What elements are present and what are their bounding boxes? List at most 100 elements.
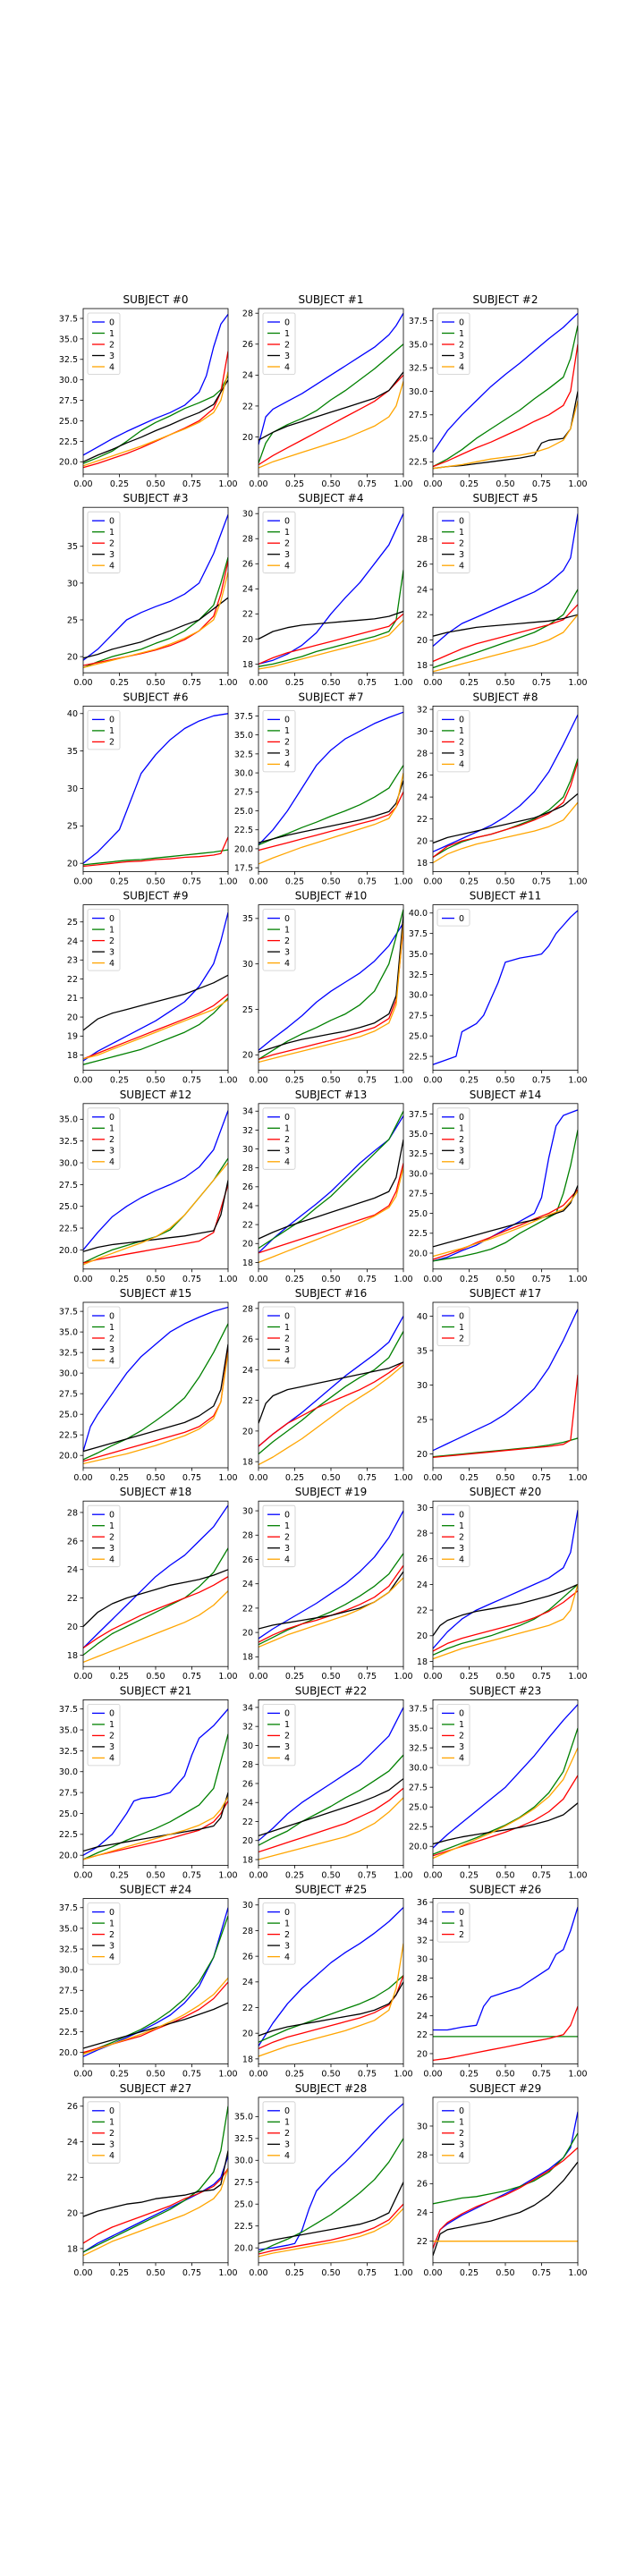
y-tick-label: 30 xyxy=(242,960,253,970)
x-tick-label: 0.50 xyxy=(146,1473,165,1483)
legend-label: 4 xyxy=(284,362,290,372)
y-tick-label: 30.0 xyxy=(409,387,428,397)
legend-box xyxy=(87,2101,121,2164)
x-tick-label: 0.75 xyxy=(358,678,377,688)
legend-label: 3 xyxy=(284,1147,290,1157)
y-tick-label: 25.0 xyxy=(409,1803,428,1813)
legend-label: 3 xyxy=(284,352,290,361)
x-tick-label: 0.75 xyxy=(532,1672,551,1682)
subplot-title: SUBJECT #5 xyxy=(473,492,538,504)
legend-label: 1 xyxy=(284,1720,290,1730)
legend-box xyxy=(87,1306,121,1368)
x-tick-label: 0.25 xyxy=(285,877,304,886)
series-line-1 xyxy=(258,765,403,846)
y-tick-label: 20.0 xyxy=(59,1452,78,1462)
legend-label: 0 xyxy=(109,1511,114,1521)
legend: 0 xyxy=(436,909,470,927)
subplot-title: SUBJECT #25 xyxy=(295,1884,368,1896)
series-line-2 xyxy=(433,761,578,859)
series-line-4 xyxy=(258,772,403,865)
y-tick-label: 18 xyxy=(417,661,428,671)
y-tick-label: 28 xyxy=(242,1531,253,1541)
x-tick-label: 0.50 xyxy=(321,2070,340,2080)
legend-label: 0 xyxy=(284,1511,290,1521)
y-tick-label: 30.0 xyxy=(234,768,253,778)
y-tick-label: 27.5 xyxy=(59,396,78,406)
y-tick-label: 24 xyxy=(417,585,428,595)
x-tick-label: 1.00 xyxy=(394,479,412,489)
y-tick-label: 35.0 xyxy=(409,1130,428,1140)
series-line-3 xyxy=(83,2002,228,2049)
x-tick-label: 0.25 xyxy=(110,1473,129,1483)
subplot-title: SUBJECT #19 xyxy=(295,1486,368,1498)
y-tick-label: 37.5 xyxy=(409,317,428,326)
y-tick-label: 20 xyxy=(242,1240,253,1250)
y-tick-label: 18 xyxy=(417,1657,428,1667)
x-tick-label: 0.25 xyxy=(460,877,479,886)
y-tick-label: 20.0 xyxy=(234,844,253,854)
legend-label: 3 xyxy=(284,2140,290,2150)
legend-label: 0 xyxy=(109,517,114,527)
x-tick-label: 0.50 xyxy=(321,1076,340,1086)
legend-label: 1 xyxy=(459,528,464,538)
x-tick-label: 0.50 xyxy=(321,678,340,688)
series-line-4 xyxy=(83,1977,228,2055)
y-tick-label: 32 xyxy=(242,1723,253,1733)
y-tick-label: 30 xyxy=(417,1955,428,1965)
y-tick-label: 28 xyxy=(417,535,428,545)
subplot-subject-0: SUBJECT #0 0.00 0.25 0.50 0.75 1.00 20.0 22.5 25… xyxy=(59,293,238,489)
y-tick-label: 20 xyxy=(242,1836,253,1846)
x-tick-label: 0.25 xyxy=(110,877,129,886)
y-tick-label: 20 xyxy=(67,860,78,869)
legend-label: 3 xyxy=(284,749,290,758)
x-tick-label: 0.25 xyxy=(110,2070,129,2080)
subplot-subject-27: SUBJECT #270.00 0.25 0.50 0.75 1.00182022242… xyxy=(67,2082,238,2278)
y-tick-label: 32.5 xyxy=(409,364,428,374)
series-line-0 xyxy=(83,1504,228,1648)
series-line-3 xyxy=(433,1802,578,1845)
subplot-subject-11: SUBJECT #11 0.00 0.25 0.50 0.75 1.00 22.5 25.0 2… xyxy=(409,890,588,1086)
y-tick-label: 35.0 xyxy=(59,1115,78,1125)
y-tick-label: 22 xyxy=(242,610,253,620)
legend-box xyxy=(436,1704,470,1767)
x-tick-label: 1.00 xyxy=(568,2070,587,2080)
y-tick-label: 20.0 xyxy=(409,1843,428,1852)
x-tick-label: 0.75 xyxy=(182,1076,201,1086)
y-tick-label: 35 xyxy=(417,1346,428,1356)
x-tick-label: 0.50 xyxy=(146,2070,165,2080)
legend-box xyxy=(87,710,121,750)
legend-box xyxy=(87,909,121,971)
series-line-4 xyxy=(83,572,228,669)
subplot-subject-5: SUBJECT #50.00 0.25 0.50 0.75 1.001820222426… xyxy=(417,492,588,688)
y-tick-label: 37.5 xyxy=(59,314,78,324)
series-line-4 xyxy=(258,1797,403,1860)
y-tick-label: 24 xyxy=(242,371,253,381)
y-tick-label: 22.5 xyxy=(59,437,78,447)
y-tick-label: 20 xyxy=(67,1013,78,1022)
x-tick-label: 0.00 xyxy=(423,479,442,489)
subplot-subject-1: SUBJECT #10.00 0.25 0.50 0.75 1.002022242628… xyxy=(242,293,413,489)
series-line-3 xyxy=(83,1792,228,1852)
series-line-4 xyxy=(83,2168,228,2257)
series-line-3 xyxy=(258,610,403,640)
x-tick-label: 0.50 xyxy=(496,1672,514,1682)
x-tick-label: 0.00 xyxy=(423,1275,442,1284)
y-tick-label: 20 xyxy=(242,1051,253,1061)
legend-label: 0 xyxy=(109,716,114,725)
series-line-3 xyxy=(83,1569,228,1627)
x-tick-label: 1.00 xyxy=(394,1672,412,1682)
y-tick-label: 30.0 xyxy=(409,991,428,1001)
y-tick-label: 22 xyxy=(242,402,253,411)
y-tick-label: 22 xyxy=(242,1604,253,1614)
x-tick-label: 0.75 xyxy=(532,2070,551,2080)
legend-label: 3 xyxy=(109,550,114,560)
x-tick-label: 1.00 xyxy=(394,2070,412,2080)
subplot-title: SUBJECT #14 xyxy=(470,1089,542,1101)
plot-frame xyxy=(82,904,229,1071)
legend-label: 4 xyxy=(459,760,464,770)
